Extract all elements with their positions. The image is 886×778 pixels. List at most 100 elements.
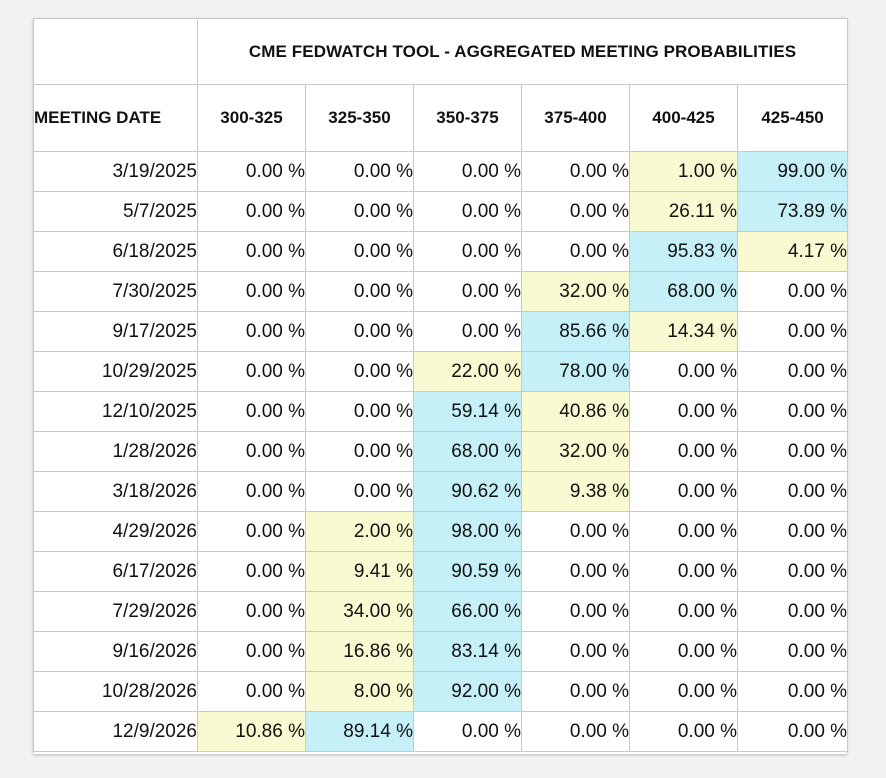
probability-cell-375-400: 0.00 % [521,711,630,752]
probability-cell-400-425: 0.00 % [629,591,738,632]
probability-cell-375-400: 85.66 % [521,311,630,352]
probability-cell-375-400: 0.00 % [521,551,630,592]
table-body: 3/19/2025 0.00 % 0.00 % 0.00 % 0.00 % 1.00 % 9… [33,151,849,752]
probability-cell-400-425: 0.00 % [629,671,738,712]
table-row: 12/10/2025 0.00 % 0.00 % 59.14 % 40.86 % 0.00… [33,391,849,432]
probability-cell-375-400: 78.00 % [521,351,630,392]
table-title: CME FEDWATCH TOOL - AGGREGATED MEETING P… [196,18,849,85]
probability-cell-325-350: 0.00 % [305,271,414,312]
probability-cell-400-425: 0.00 % [629,551,738,592]
probability-cell-400-425: 0.00 % [629,471,738,512]
probability-cell-375-400: 0.00 % [521,151,630,192]
probability-cell-375-400: 32.00 % [521,271,630,312]
probability-cell-400-425: 0.00 % [629,351,738,392]
probability-cell-325-350: 0.00 % [305,231,414,272]
probability-cell-375-400: 32.00 % [521,431,630,472]
rate-range-header-425-450: 425-450 [736,84,849,152]
probability-cell-350-375: 90.59 % [413,551,522,592]
probability-cell-375-400: 0.00 % [521,591,630,632]
probability-cell-300-325: 0.00 % [197,151,306,192]
probabilities-panel: CME FEDWATCH TOOL - AGGREGATED MEETING P… [33,18,849,754]
probability-cell-375-400: 0.00 % [521,631,630,672]
probability-cell-425-450: 0.00 % [736,551,849,592]
probability-cell-400-425: 68.00 % [629,271,738,312]
probability-cell-325-350: 16.86 % [305,631,414,672]
meeting-date-cell: 3/19/2025 [33,151,198,192]
probability-cell-350-375: 98.00 % [413,511,522,552]
probability-cell-325-350: 0.00 % [305,391,414,432]
probability-cell-300-325: 0.00 % [197,271,306,312]
probability-cell-400-425: 0.00 % [629,391,738,432]
table-row: 6/18/2025 0.00 % 0.00 % 0.00 % 0.00 % 95.83 %… [33,231,849,272]
meeting-date-cell: 6/18/2025 [33,231,198,272]
probability-cell-375-400: 0.00 % [521,191,630,232]
meeting-date-cell: 10/29/2025 [33,351,198,392]
probability-cell-425-450: 0.00 % [736,671,849,712]
meeting-date-cell: 6/17/2026 [33,551,198,592]
probability-cell-325-350: 89.14 % [305,711,414,752]
probability-cell-325-350: 0.00 % [305,191,414,232]
meeting-date-cell: 7/30/2025 [33,271,198,312]
probability-cell-425-450: 0.00 % [736,431,849,472]
table-row: 9/17/2025 0.00 % 0.00 % 0.00 % 85.66 % 14.34 … [33,311,849,352]
meeting-date-cell: 7/29/2026 [33,591,198,632]
probability-cell-400-425: 0.00 % [629,631,738,672]
probability-cell-425-450: 0.00 % [736,711,849,752]
probability-cell-325-350: 0.00 % [305,431,414,472]
rate-range-header-350-375: 350-375 [413,84,522,152]
probability-cell-325-350: 0.00 % [305,311,414,352]
probability-cell-400-425: 0.00 % [629,711,738,752]
title-corner-cell [33,18,198,85]
probability-cell-300-325: 10.86 % [197,711,306,752]
probability-cell-350-375: 0.00 % [413,191,522,232]
probability-cell-375-400: 40.86 % [521,391,630,432]
meeting-date-cell: 10/28/2026 [33,671,198,712]
table-row: 4/29/2026 0.00 % 2.00 % 98.00 % 0.00 % 0.00 %… [33,511,849,552]
probability-cell-300-325: 0.00 % [197,631,306,672]
meeting-date-cell: 1/28/2026 [33,431,198,472]
probability-cell-325-350: 2.00 % [305,511,414,552]
probability-cell-325-350: 9.41 % [305,551,414,592]
title-row: CME FEDWATCH TOOL - AGGREGATED MEETING P… [33,18,849,85]
probability-cell-350-375: 66.00 % [413,591,522,632]
table-row: 6/17/2026 0.00 % 9.41 % 90.59 % 0.00 % 0.00 %… [33,551,849,592]
table-row: 7/29/2026 0.00 % 34.00 % 66.00 % 0.00 % 0.00 … [33,591,849,632]
table-row: 10/28/2026 0.00 % 8.00 % 92.00 % 0.00 % 0.00 … [33,671,849,712]
table-row: 9/16/2026 0.00 % 16.86 % 83.14 % 0.00 % 0.00 … [33,631,849,672]
probability-cell-350-375: 68.00 % [413,431,522,472]
meeting-date-cell: 12/9/2026 [33,711,198,752]
table-row: 7/30/2025 0.00 % 0.00 % 0.00 % 32.00 % 68.00 … [33,271,849,312]
probability-cell-300-325: 0.00 % [197,311,306,352]
probability-cell-425-450: 0.00 % [736,511,849,552]
rate-range-header-400-425: 400-425 [629,84,738,152]
probability-cell-400-425: 0.00 % [629,431,738,472]
probability-cell-325-350: 34.00 % [305,591,414,632]
probability-cell-300-325: 0.00 % [197,671,306,712]
table-row: 5/7/2025 0.00 % 0.00 % 0.00 % 0.00 % 26.11 % 7… [33,191,849,232]
rate-range-header-325-350: 325-350 [305,84,414,152]
probability-cell-425-450: 0.00 % [736,311,849,352]
probability-cell-325-350: 0.00 % [305,151,414,192]
probability-cell-400-425: 14.34 % [629,311,738,352]
probability-cell-350-375: 0.00 % [413,151,522,192]
probability-cell-425-450: 99.00 % [736,151,849,192]
probability-cell-375-400: 0.00 % [521,671,630,712]
table-row: 3/18/2026 0.00 % 0.00 % 90.62 % 9.38 % 0.00 %… [33,471,849,512]
probability-cell-300-325: 0.00 % [197,191,306,232]
probability-cell-350-375: 90.62 % [413,471,522,512]
probability-cell-300-325: 0.00 % [197,591,306,632]
table-row: 1/28/2026 0.00 % 0.00 % 68.00 % 32.00 % 0.00 … [33,431,849,472]
probability-cell-300-325: 0.00 % [197,431,306,472]
probability-cell-425-450: 73.89 % [736,191,849,232]
probability-cell-300-325: 0.00 % [197,471,306,512]
probability-cell-325-350: 0.00 % [305,351,414,392]
header-row: MEETING DATE 300-325 325-350 350-375 375-40… [33,84,849,152]
meeting-date-cell: 4/29/2026 [33,511,198,552]
probability-cell-425-450: 0.00 % [736,271,849,312]
table-row: 10/29/2025 0.00 % 0.00 % 22.00 % 78.00 % 0.00… [33,351,849,392]
probability-cell-350-375: 0.00 % [413,231,522,272]
meeting-date-cell: 9/16/2026 [33,631,198,672]
probability-cell-350-375: 83.14 % [413,631,522,672]
probability-cell-400-425: 0.00 % [629,511,738,552]
probability-cell-425-450: 0.00 % [736,471,849,512]
